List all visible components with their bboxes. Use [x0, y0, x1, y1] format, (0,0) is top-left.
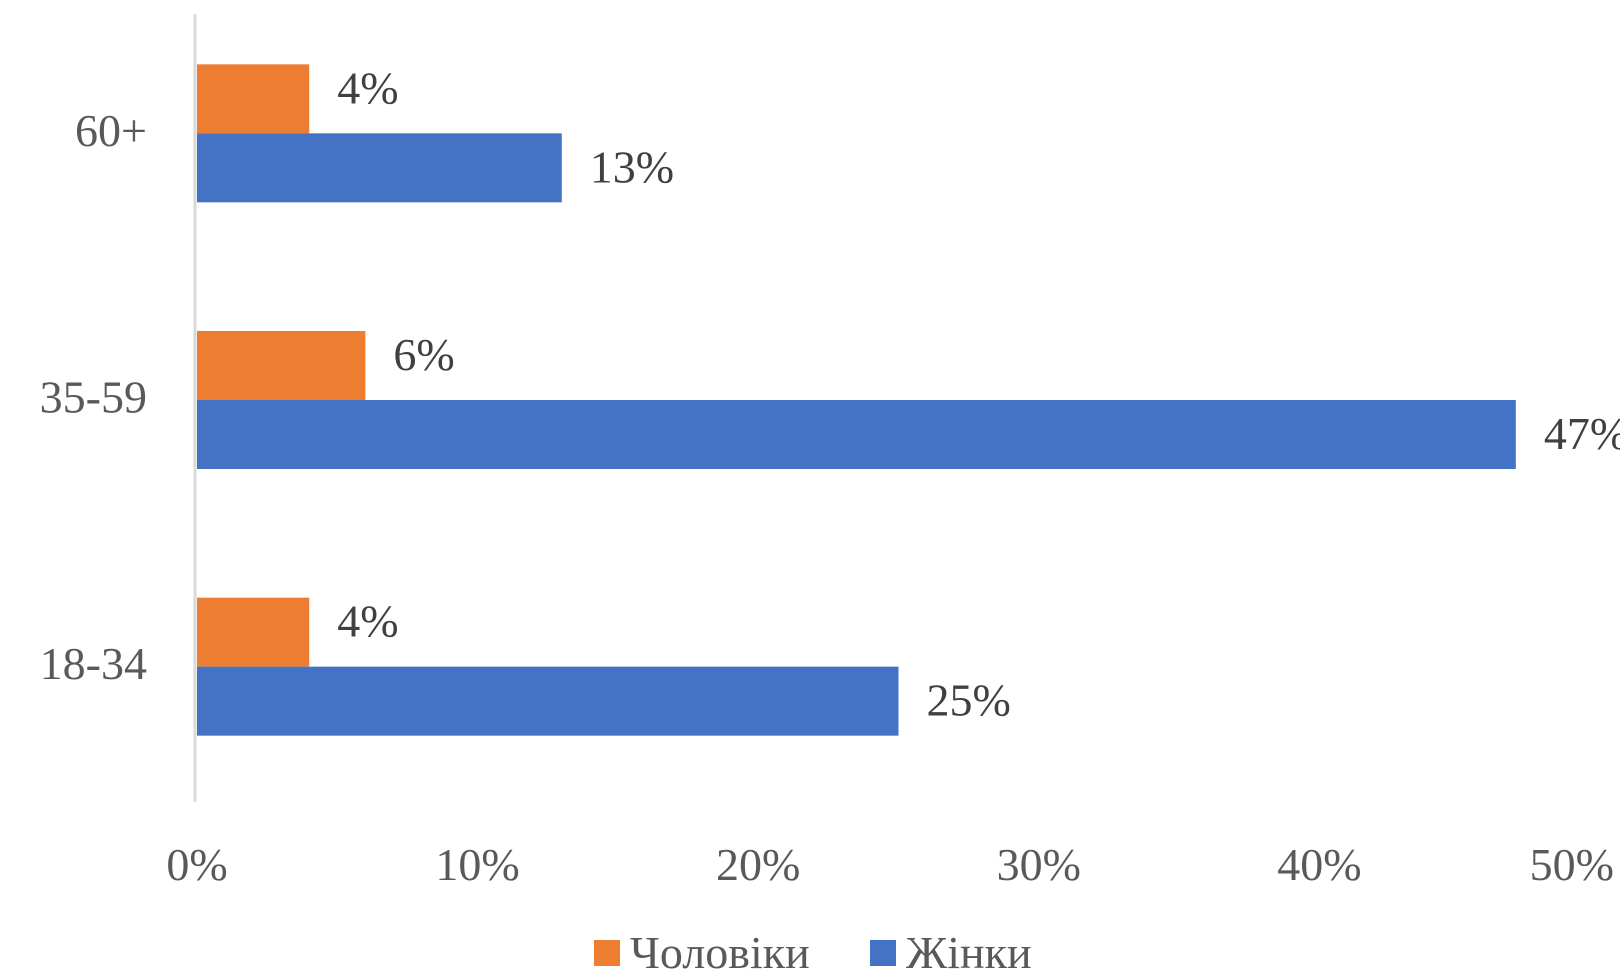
x-tick-label: 20% — [716, 839, 800, 890]
data-label: 47% — [1544, 408, 1620, 459]
x-tick-label: 30% — [997, 839, 1081, 890]
bar-60+-0 — [197, 64, 310, 134]
y-tick-label: 18-34 — [40, 638, 147, 689]
bar-18-34-0 — [197, 597, 310, 667]
data-label: 4% — [337, 596, 398, 647]
legend-swatch-0 — [594, 940, 620, 966]
y-axis-tick-labels: 18-34 35-59 60+ — [40, 105, 147, 689]
y-tick-label: 35-59 — [40, 372, 147, 423]
bar-60+-1 — [197, 133, 562, 203]
y-tick-label: 60+ — [75, 105, 147, 156]
x-tick-label: 40% — [1277, 839, 1361, 890]
data-label: 4% — [337, 62, 398, 113]
legend-label-1: Жінки — [906, 927, 1032, 978]
x-axis-tick-labels: 0% 10% 20% 30% 40% 50% — [166, 839, 1614, 890]
data-label: 13% — [590, 141, 674, 192]
legend-swatch-1 — [870, 940, 896, 966]
data-label: 25% — [927, 675, 1011, 726]
bar-35-59-1 — [197, 400, 1516, 469]
x-tick-label: 50% — [1530, 839, 1614, 890]
legend-label-0: Чоловіки — [630, 927, 810, 978]
bar-35-59-0 — [197, 331, 366, 400]
x-tick-label: 10% — [435, 839, 519, 890]
bars-group — [197, 64, 1516, 736]
bar-18-34-1 — [197, 666, 899, 736]
legend: Чоловіки Жінки — [594, 927, 1032, 978]
x-tick-label: 0% — [166, 839, 227, 890]
data-labels-group: 4% 25% 6% 47% 4% 13% — [337, 62, 1620, 725]
data-label: 6% — [393, 329, 454, 380]
